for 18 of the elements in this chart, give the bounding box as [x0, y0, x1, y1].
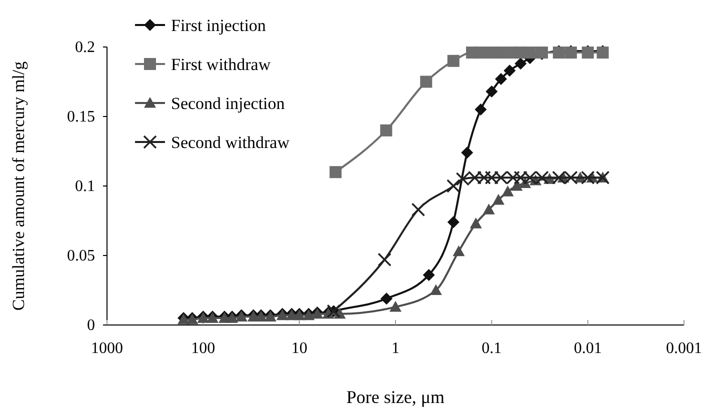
x-tick-label: 100 — [191, 340, 216, 357]
x-tick-label: 0.1 — [482, 340, 502, 357]
y-tick-label: 0.2 — [75, 39, 95, 56]
y-axis-title: Cumulative amount of mercury ml/g — [9, 60, 28, 311]
x-tick-label: 1000 — [91, 340, 123, 357]
legend-label: First withdraw — [171, 55, 272, 74]
x-tick-label: 0.01 — [574, 340, 602, 357]
y-tick-label: 0 — [87, 317, 95, 334]
legend-label: Second injection — [171, 94, 286, 113]
x-axis-title: Pore size, μm — [346, 387, 445, 407]
y-tick-label: 0.15 — [67, 108, 95, 126]
x-tick-label: 0.001 — [666, 340, 702, 357]
legend-label: First injection — [171, 16, 266, 35]
legend-label: Second withdraw — [171, 133, 290, 152]
x-tick-label: 1 — [392, 340, 400, 357]
y-tick-label: 0.05 — [67, 248, 95, 264]
x-tick-label: 10 — [291, 340, 308, 357]
y-tick-label: 0.1 — [75, 178, 95, 195]
